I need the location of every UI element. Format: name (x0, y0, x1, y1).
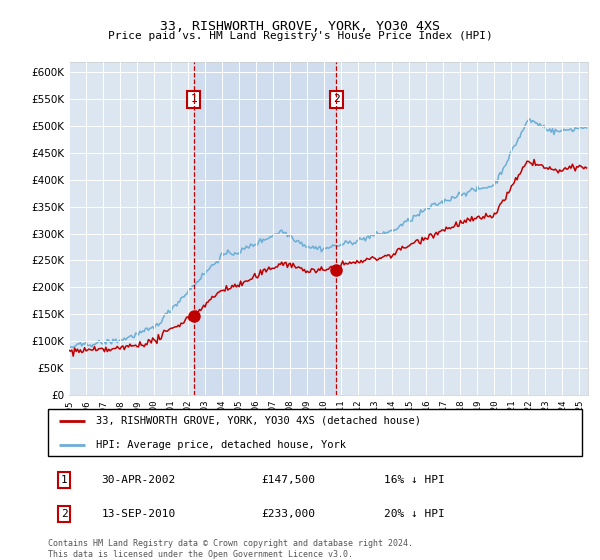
Text: 33, RISHWORTH GROVE, YORK, YO30 4XS: 33, RISHWORTH GROVE, YORK, YO30 4XS (160, 20, 440, 32)
Text: £147,500: £147,500 (262, 475, 316, 485)
Text: 20% ↓ HPI: 20% ↓ HPI (385, 509, 445, 519)
Text: 1: 1 (190, 94, 197, 104)
Text: 13-SEP-2010: 13-SEP-2010 (101, 509, 176, 519)
Text: Contains HM Land Registry data © Crown copyright and database right 2024.
This d: Contains HM Land Registry data © Crown c… (48, 539, 413, 559)
Text: 2: 2 (333, 94, 340, 104)
Text: £233,000: £233,000 (262, 509, 316, 519)
Text: Price paid vs. HM Land Registry's House Price Index (HPI): Price paid vs. HM Land Registry's House … (107, 31, 493, 41)
Text: 30-APR-2002: 30-APR-2002 (101, 475, 176, 485)
Text: HPI: Average price, detached house, York: HPI: Average price, detached house, York (96, 440, 346, 450)
Text: 16% ↓ HPI: 16% ↓ HPI (385, 475, 445, 485)
Text: 2: 2 (61, 509, 67, 519)
Text: 33, RISHWORTH GROVE, YORK, YO30 4XS (detached house): 33, RISHWORTH GROVE, YORK, YO30 4XS (det… (96, 416, 421, 426)
Text: 1: 1 (61, 475, 67, 485)
Bar (194, 62, 337, 395)
